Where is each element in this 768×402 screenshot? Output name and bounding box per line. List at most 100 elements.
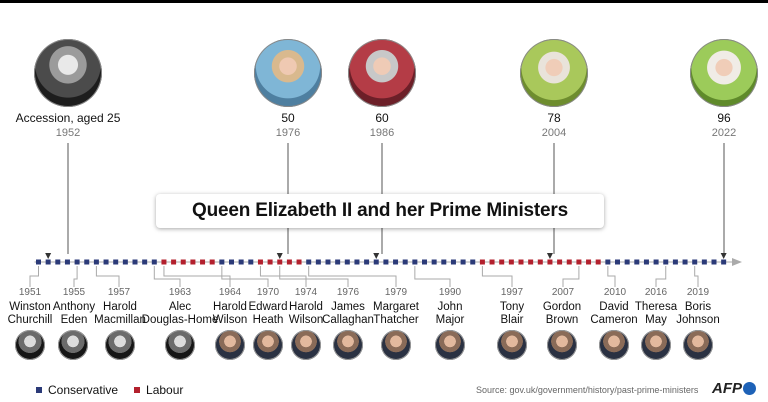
pm-name: Edward Heath — [248, 301, 288, 326]
year-marker-1982 — [335, 259, 341, 265]
year-marker-1967 — [190, 259, 196, 265]
pm-connector — [481, 266, 513, 287]
pm-connector — [694, 266, 699, 287]
year-marker-1953 — [55, 259, 61, 265]
year-marker-1975 — [267, 259, 273, 265]
johnson-photo-icon — [683, 330, 713, 360]
douglas-home-photo-icon — [165, 330, 195, 360]
queen-2022-photo-icon — [690, 39, 758, 107]
milestone-label: 50 — [281, 111, 295, 125]
legend-item-labour: Labour — [134, 383, 183, 397]
year-marker-2014 — [643, 259, 649, 265]
pm-name: Anthony Eden — [52, 301, 96, 326]
year-marker-1997 — [479, 259, 485, 265]
conservative-swatch-icon — [36, 387, 42, 393]
year-marker-2001 — [518, 259, 524, 265]
year-marker-2009 — [595, 259, 601, 265]
year-marker-2003 — [537, 259, 543, 265]
blair-photo-icon — [497, 330, 527, 360]
afp-logo-dot-icon — [743, 382, 756, 395]
pm-name: Harold Wilson — [212, 301, 248, 326]
pm-year: 2007 — [551, 287, 575, 298]
year-marker-1995 — [460, 259, 466, 265]
milestone-arrow-icon — [45, 253, 52, 259]
milestone-year: 2022 — [711, 127, 737, 139]
year-marker-2017 — [672, 259, 678, 265]
year-marker-1974 — [257, 259, 263, 265]
milestone-label: 96 — [717, 111, 731, 125]
year-marker-1959 — [113, 259, 119, 265]
year-marker-1956 — [84, 259, 90, 265]
pm-year: 1979 — [384, 287, 408, 298]
milestone-year: 1986 — [369, 127, 395, 139]
pm-name: Theresa May — [634, 301, 678, 326]
year-marker-1993 — [441, 259, 447, 265]
pm-year: 1997 — [500, 287, 524, 298]
pm-name: Alec Douglas-Home — [141, 301, 219, 326]
pm-connector — [607, 266, 616, 287]
year-marker-1968 — [200, 259, 206, 265]
year-marker-1966 — [180, 259, 186, 265]
pm-connector — [29, 266, 39, 287]
pm-name: David Cameron — [590, 301, 638, 326]
top-rule — [0, 0, 768, 3]
major-photo-icon — [435, 330, 465, 360]
year-marker-1970 — [219, 259, 225, 265]
year-marker-1981 — [325, 259, 331, 265]
year-marker-2022 — [721, 259, 727, 265]
year-marker-1987 — [383, 259, 389, 265]
pm-connector — [95, 266, 120, 287]
year-marker-1999 — [499, 259, 505, 265]
year-marker-1951 — [36, 259, 41, 265]
year-marker-2002 — [528, 259, 534, 265]
pm-year: 1963 — [168, 287, 192, 298]
pm-year: 1957 — [107, 287, 131, 298]
afp-logo: AFP — [712, 380, 756, 397]
milestone-arrow-icon — [720, 253, 727, 259]
year-marker-1980 — [315, 259, 321, 265]
pm-year: 1990 — [438, 287, 462, 298]
pm-year: 1970 — [256, 287, 280, 298]
eden-photo-icon — [58, 330, 88, 360]
pm-connector — [655, 266, 667, 287]
source-note: Source: gov.uk/government/history/past-p… — [476, 385, 699, 395]
pm-name: Boris Johnson — [676, 301, 720, 326]
milestone-year: 1976 — [275, 127, 301, 139]
pm-connector — [153, 266, 181, 287]
milestone-label: 60 — [375, 111, 389, 125]
cameron-photo-icon — [599, 330, 629, 360]
pm-connector — [279, 266, 349, 287]
year-marker-1955 — [74, 259, 80, 265]
callaghan-photo-icon — [333, 330, 363, 360]
wilson-second-photo-icon — [291, 330, 321, 360]
year-marker-1983 — [344, 259, 350, 265]
year-marker-2018 — [682, 259, 688, 265]
year-marker-2013 — [634, 259, 640, 265]
year-marker-1954 — [64, 259, 70, 265]
year-marker-2006 — [566, 259, 572, 265]
year-marker-1962 — [142, 259, 148, 265]
milestone-arrow-icon — [373, 253, 380, 259]
pm-connector — [73, 266, 78, 287]
pm-year: 2019 — [686, 287, 710, 298]
year-marker-1973 — [248, 259, 254, 265]
year-marker-1979 — [306, 259, 312, 265]
year-marker-1991 — [422, 259, 427, 265]
year-marker-1988 — [393, 259, 399, 265]
year-marker-1957 — [93, 259, 99, 265]
year-marker-1984 — [354, 259, 360, 265]
year-marker-1977 — [286, 259, 292, 265]
year-marker-2007 — [576, 259, 582, 265]
milestone-year: 2004 — [541, 127, 567, 139]
pm-connector — [562, 266, 580, 287]
legend-label: Labour — [146, 383, 184, 397]
labour-swatch-icon — [134, 387, 141, 393]
year-marker-2016 — [663, 259, 669, 265]
pm-name: Winston Churchill — [7, 301, 53, 326]
year-marker-1960 — [122, 259, 128, 265]
pm-name: Gordon Brown — [542, 301, 582, 326]
year-marker-1989 — [402, 259, 408, 265]
year-marker-1976 — [277, 259, 283, 265]
pm-name: John Major — [435, 301, 465, 326]
pm-connector — [163, 266, 231, 287]
